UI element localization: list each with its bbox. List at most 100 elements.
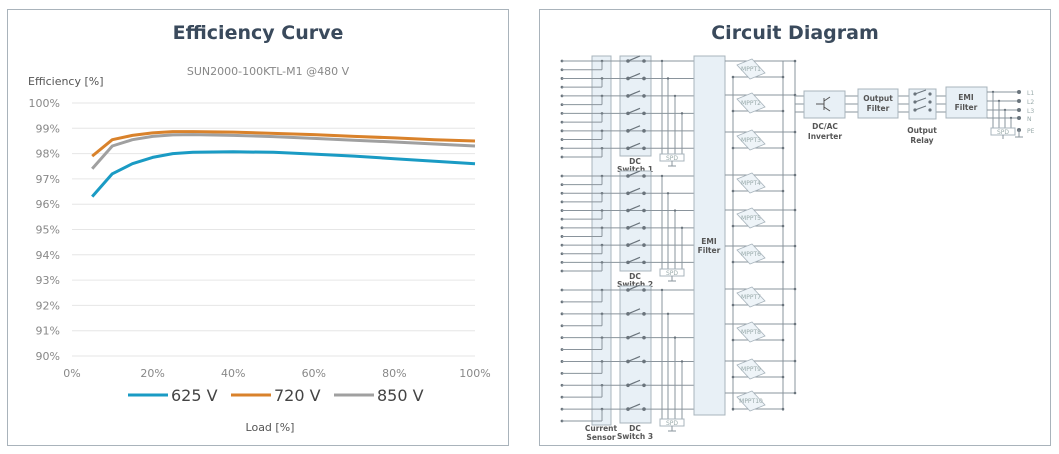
switch-blade: [627, 284, 641, 291]
legend-label: 850 V: [377, 386, 424, 405]
switch-contact: [642, 359, 646, 364]
node: [680, 226, 684, 230]
series-line-625v: [91, 150, 476, 198]
legend-label: 720 V: [274, 386, 321, 405]
series-line-850v: [91, 133, 476, 170]
node: [660, 174, 664, 178]
node: [666, 312, 670, 316]
switch-blade: [627, 72, 641, 80]
switch-blade: [627, 256, 641, 263]
node: [680, 112, 684, 115]
switch-contact: [642, 208, 646, 213]
x-tick-label: 40%: [221, 367, 245, 380]
spd-label: SPD: [666, 420, 678, 427]
chart-subtitle: SUN2000-100KTL-M1 @480 V: [187, 65, 350, 78]
switch-contact: [642, 243, 646, 247]
ac-emi-filter-label: EMI: [958, 93, 974, 102]
switch-blade: [627, 403, 641, 410]
mppt-block: [736, 286, 766, 308]
inverter-label: Inverter: [808, 132, 842, 141]
terminal: [781, 260, 785, 264]
output-label-pe: PE: [1027, 128, 1035, 135]
switch-contact: [642, 111, 646, 116]
switch-blade: [627, 107, 641, 114]
mppt-block: [736, 390, 766, 412]
relay-contact: [928, 100, 932, 104]
terminal: [731, 375, 735, 379]
terminal: [781, 338, 785, 342]
transistor-icon: [816, 96, 831, 112]
switch-blade: [627, 142, 641, 149]
sensor-node: [600, 112, 604, 115]
switch-contact: [642, 174, 646, 178]
switch-blade: [627, 379, 641, 386]
dc-switch-label: Switch 3: [617, 432, 653, 441]
terminal: [731, 260, 735, 264]
terminal: [781, 407, 785, 411]
terminal: [731, 75, 735, 79]
dc-switch-1-box: [619, 55, 652, 157]
terminal: [793, 287, 797, 291]
switch-blade: [627, 239, 641, 246]
switch-blade: [627, 332, 641, 339]
terminal: [781, 303, 785, 307]
relay-blade: [914, 97, 927, 103]
current-sensor-label: Current: [585, 424, 618, 433]
mppt-label: MPPT5: [741, 215, 761, 222]
terminal: [793, 59, 797, 63]
x-tick-label: 0%: [63, 367, 80, 380]
output-label: L2: [1027, 99, 1034, 106]
mppt-block: [736, 58, 766, 80]
mppt-label: MPPT3: [741, 137, 761, 144]
mppt-block: [736, 92, 766, 114]
switch-blade: [627, 187, 641, 194]
node: [673, 209, 677, 212]
x-tick-label: 80%: [382, 367, 406, 380]
terminal: [731, 303, 735, 307]
terminal: [731, 146, 735, 150]
terminal: [731, 189, 735, 193]
switch-contact: [642, 383, 646, 388]
y-tick-label: 96%: [36, 198, 60, 211]
switch-contact: [642, 191, 646, 196]
switch-blade: [627, 55, 641, 62]
mppt-block: [736, 321, 766, 343]
terminal: [781, 224, 785, 228]
dc-switch-label: DC: [629, 272, 641, 281]
y-tick-label: 100%: [29, 97, 60, 110]
y-tick-label: 98%: [36, 148, 60, 161]
switch-contact: [642, 312, 646, 316]
emi-filter-label: EMI: [701, 237, 717, 246]
node: [660, 288, 664, 292]
terminal: [781, 189, 785, 193]
terminal: [731, 338, 735, 342]
switch-contact: [642, 335, 646, 340]
switch-blade: [627, 308, 641, 315]
switch-blade: [627, 355, 641, 363]
dc-switch-label: Switch 1: [617, 165, 653, 174]
mppt-block: [736, 358, 766, 380]
mppt-label: MPPT9: [741, 366, 761, 373]
y-tick-label: 94%: [36, 249, 60, 262]
terminal: [793, 322, 797, 326]
mppt-block: [736, 243, 766, 265]
chart-title: Efficiency Curve: [172, 22, 344, 44]
y-tick-label: 97%: [36, 173, 60, 186]
output-relay-label: Relay: [910, 136, 933, 145]
output-terminal: [1017, 108, 1021, 112]
switch-contact: [642, 226, 646, 230]
switch-contact: [642, 129, 646, 133]
spd-label: SPD: [997, 129, 1009, 136]
relay-blade: [914, 105, 927, 111]
switch-contact: [642, 407, 646, 411]
dc-switch-label: DC: [629, 424, 641, 433]
output-terminal: [1017, 90, 1021, 94]
current-sensor-label: Sensor: [586, 433, 615, 442]
output-label: N: [1027, 116, 1032, 123]
output-relay-label: Output: [907, 126, 937, 135]
relay-contact: [928, 92, 932, 96]
terminal: [731, 109, 735, 113]
output-relay-box: [908, 88, 937, 120]
